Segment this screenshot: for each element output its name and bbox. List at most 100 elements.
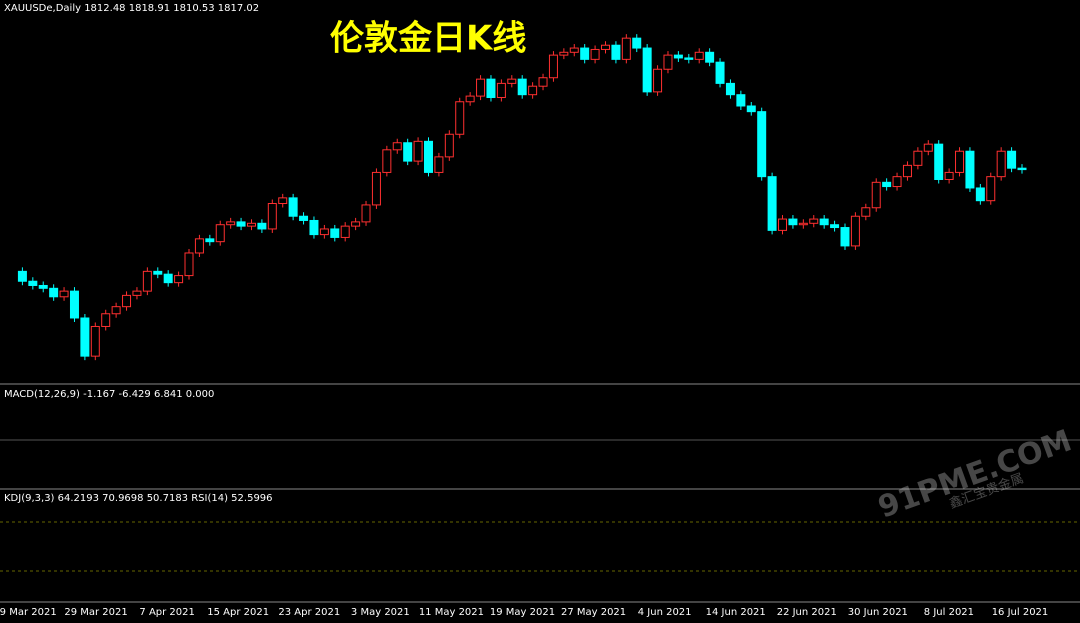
candle bbox=[621, 37, 631, 60]
candle bbox=[226, 221, 236, 226]
candle bbox=[986, 176, 996, 202]
candle bbox=[923, 143, 933, 152]
x-tick-label: 11 May 2021 bbox=[419, 607, 484, 618]
candle bbox=[153, 270, 163, 275]
candle bbox=[913, 150, 923, 166]
candle bbox=[1007, 150, 1017, 169]
candle bbox=[767, 176, 777, 231]
candle bbox=[788, 218, 798, 226]
candle bbox=[819, 218, 829, 226]
candle bbox=[69, 290, 79, 319]
candle bbox=[174, 275, 184, 284]
candle bbox=[444, 133, 454, 158]
symbol-header: XAUUSDe,Daily 1812.48 1818.91 1810.53 18… bbox=[4, 3, 259, 14]
candle bbox=[653, 68, 663, 93]
candle bbox=[673, 54, 683, 59]
candle bbox=[392, 142, 402, 151]
candle bbox=[236, 221, 246, 227]
candle bbox=[725, 82, 735, 96]
candle bbox=[423, 140, 433, 173]
candle bbox=[548, 54, 558, 79]
candle bbox=[278, 197, 288, 205]
candle bbox=[507, 78, 517, 84]
candle bbox=[809, 218, 819, 224]
candle bbox=[684, 57, 694, 60]
candle bbox=[611, 44, 621, 60]
candle bbox=[934, 143, 944, 180]
candle bbox=[382, 149, 392, 173]
candle bbox=[340, 225, 350, 238]
candle bbox=[413, 140, 423, 162]
x-tick-label: 19 Mar 2021 bbox=[0, 607, 57, 618]
candle bbox=[517, 78, 527, 96]
chart-title: 伦敦金日K线 bbox=[330, 19, 526, 59]
candle bbox=[288, 197, 298, 217]
candle bbox=[142, 270, 152, 292]
candle bbox=[601, 44, 611, 50]
candle bbox=[184, 252, 194, 277]
candle bbox=[496, 82, 506, 99]
candle bbox=[194, 238, 204, 254]
x-tick-label: 8 Jul 2021 bbox=[924, 607, 974, 618]
candle bbox=[955, 150, 965, 173]
candle bbox=[163, 273, 173, 284]
candle bbox=[111, 306, 121, 315]
candle bbox=[746, 105, 756, 113]
x-tick-label: 16 Jul 2021 bbox=[992, 607, 1049, 618]
candle bbox=[486, 78, 496, 99]
candle bbox=[38, 284, 48, 289]
kdj-label: KDJ(9,3,3) 64.2193 70.9698 50.7183 RSI(1… bbox=[4, 493, 273, 504]
candle bbox=[49, 287, 59, 298]
candle bbox=[892, 176, 902, 188]
candle bbox=[830, 224, 840, 229]
candle bbox=[694, 51, 704, 60]
x-tick-label: 4 Jun 2021 bbox=[638, 607, 692, 618]
candle bbox=[559, 51, 569, 56]
macd-label: MACD(12,26,9) -1.167 -6.429 6.841 0.000 bbox=[4, 389, 214, 400]
candle bbox=[246, 222, 256, 227]
candle bbox=[705, 51, 715, 63]
candle bbox=[267, 203, 277, 230]
candle bbox=[902, 164, 912, 178]
candle bbox=[371, 171, 381, 206]
candle bbox=[850, 215, 860, 247]
candle bbox=[840, 227, 850, 247]
candle bbox=[632, 37, 642, 49]
candle bbox=[90, 325, 100, 357]
candle bbox=[309, 219, 319, 236]
candle bbox=[569, 47, 579, 53]
candle bbox=[122, 294, 132, 308]
candle bbox=[455, 101, 465, 135]
candle bbox=[28, 280, 38, 286]
candle bbox=[663, 54, 673, 70]
x-tick-label: 15 Apr 2021 bbox=[207, 607, 269, 618]
candle bbox=[538, 77, 548, 87]
candle bbox=[798, 222, 808, 226]
candle bbox=[1017, 167, 1027, 171]
candle bbox=[403, 142, 413, 162]
candle bbox=[319, 228, 329, 236]
candle bbox=[882, 181, 892, 188]
x-tick-label: 29 Mar 2021 bbox=[64, 607, 127, 618]
candle bbox=[465, 95, 475, 103]
candle bbox=[861, 207, 871, 217]
candle bbox=[205, 238, 215, 243]
candle bbox=[871, 181, 881, 209]
x-tick-label: 19 May 2021 bbox=[490, 607, 555, 618]
candle bbox=[778, 218, 788, 231]
candle bbox=[299, 215, 309, 221]
candle bbox=[59, 290, 69, 298]
candle bbox=[361, 204, 371, 223]
candle bbox=[642, 47, 652, 93]
x-tick-label: 23 Apr 2021 bbox=[278, 607, 340, 618]
candle bbox=[965, 150, 975, 189]
x-tick-label: 3 May 2021 bbox=[351, 607, 410, 618]
candle bbox=[476, 78, 486, 97]
candle bbox=[590, 48, 600, 60]
candle bbox=[434, 156, 444, 173]
candle bbox=[215, 224, 225, 243]
candle bbox=[257, 222, 267, 230]
candle bbox=[944, 171, 954, 180]
